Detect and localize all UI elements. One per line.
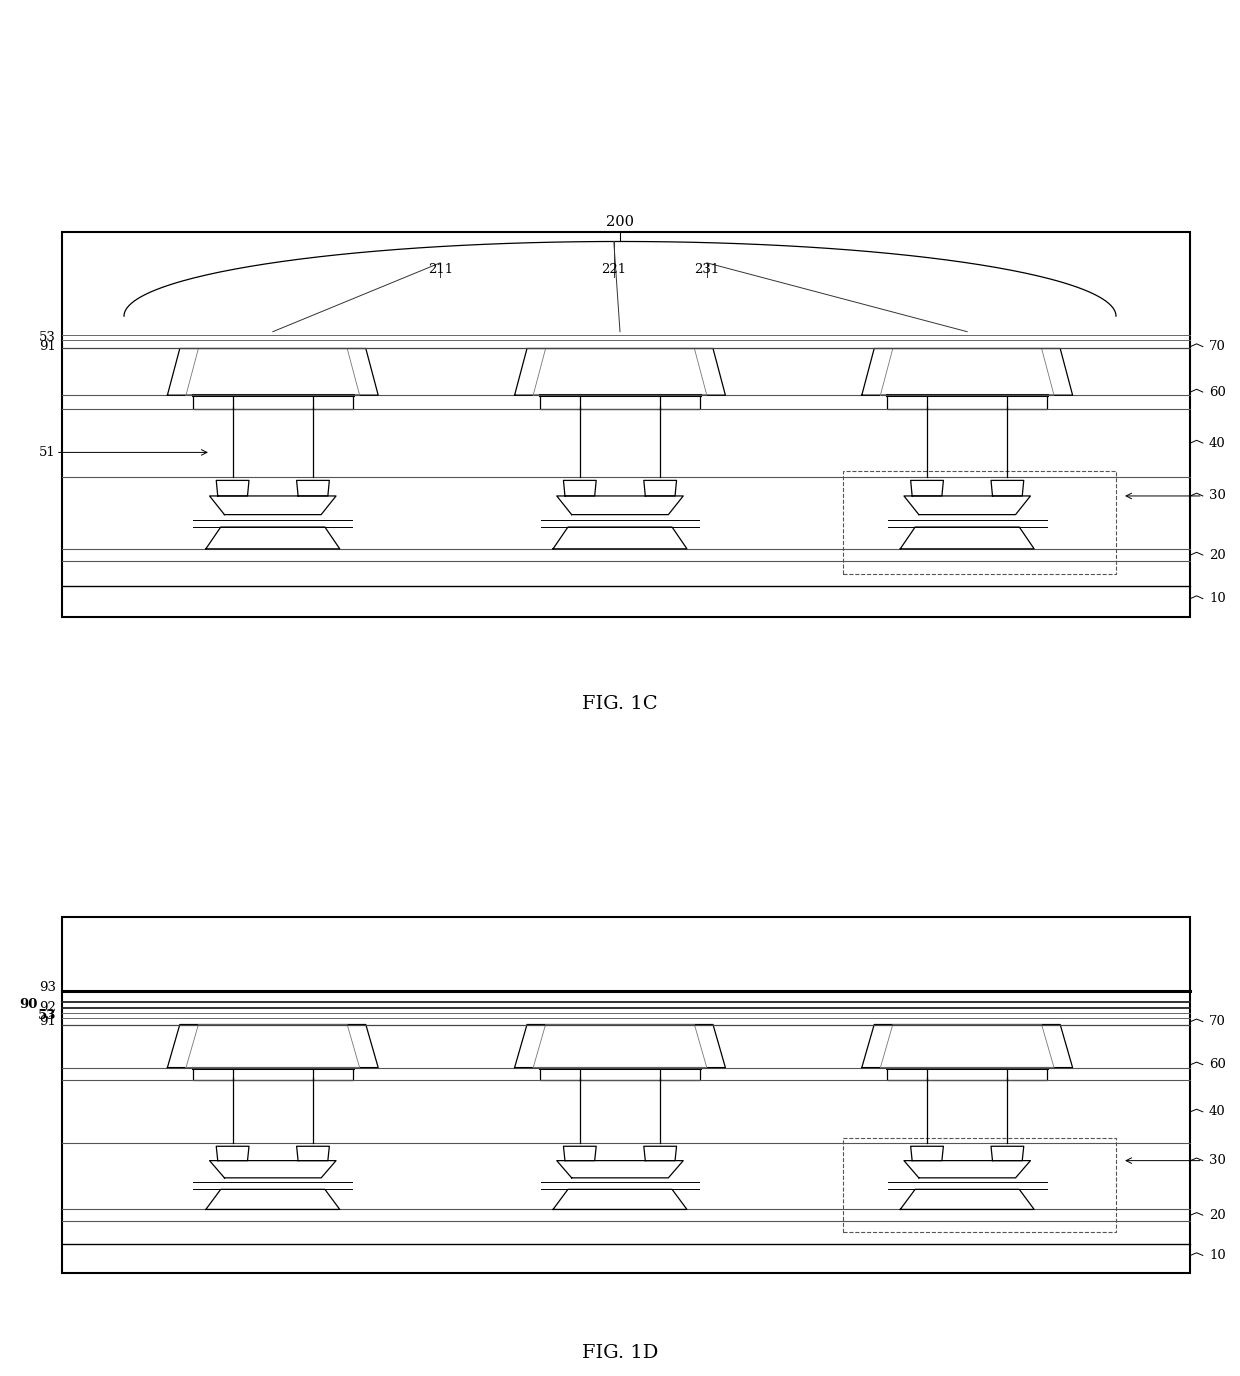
Text: 10: 10 bbox=[1209, 1249, 1226, 1262]
Text: FIG. 1C: FIG. 1C bbox=[583, 695, 657, 713]
Text: 70: 70 bbox=[1209, 1015, 1226, 1028]
Text: 51: 51 bbox=[38, 446, 56, 460]
Text: 211: 211 bbox=[428, 263, 453, 275]
Bar bbox=[541, 395, 699, 409]
Text: 53: 53 bbox=[38, 330, 56, 344]
Text: 53: 53 bbox=[37, 1009, 56, 1022]
Bar bbox=[843, 471, 1116, 574]
Text: 20: 20 bbox=[1209, 1208, 1226, 1222]
Text: 90: 90 bbox=[19, 998, 37, 1011]
Bar bbox=[62, 231, 1190, 618]
Bar bbox=[193, 1068, 352, 1080]
Bar bbox=[193, 395, 352, 409]
Text: 221: 221 bbox=[601, 263, 626, 275]
Text: 91: 91 bbox=[38, 1015, 56, 1028]
Text: 20: 20 bbox=[1209, 549, 1226, 561]
Text: 91: 91 bbox=[38, 340, 56, 354]
Text: 70: 70 bbox=[1209, 340, 1226, 354]
Text: FIG. 1D: FIG. 1D bbox=[582, 1344, 658, 1362]
Bar bbox=[888, 1068, 1047, 1080]
Text: 40: 40 bbox=[1209, 1105, 1226, 1119]
Text: 60: 60 bbox=[1209, 385, 1226, 399]
Bar bbox=[62, 916, 1190, 1273]
Text: 30: 30 bbox=[1209, 1154, 1226, 1167]
Text: 30: 30 bbox=[1209, 490, 1226, 502]
Bar bbox=[888, 395, 1047, 409]
Text: 60: 60 bbox=[1209, 1058, 1226, 1071]
Text: 40: 40 bbox=[1209, 436, 1226, 450]
Text: 92: 92 bbox=[38, 1002, 56, 1014]
Text: 10: 10 bbox=[1209, 592, 1226, 605]
Text: 231: 231 bbox=[694, 263, 719, 275]
Bar bbox=[843, 1138, 1116, 1233]
Text: 200: 200 bbox=[606, 215, 634, 228]
Text: 93: 93 bbox=[38, 981, 56, 993]
Bar bbox=[541, 1068, 699, 1080]
